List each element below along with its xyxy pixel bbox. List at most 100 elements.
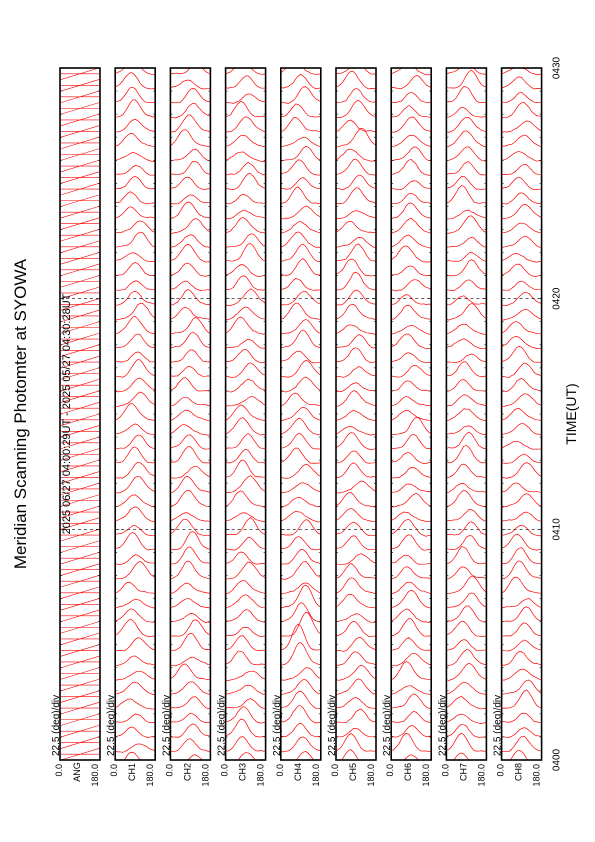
trace <box>225 718 266 738</box>
trace <box>225 736 266 752</box>
trace <box>501 192 542 205</box>
scale-label: 22.5 (deg)/div <box>272 695 283 756</box>
trace <box>280 177 321 190</box>
trace <box>391 581 432 595</box>
trace <box>336 220 376 234</box>
trace <box>170 68 211 75</box>
y-tick-top: 180.0 <box>90 764 100 787</box>
trace <box>115 333 156 349</box>
trace <box>446 146 487 162</box>
trace <box>501 712 542 723</box>
trace <box>446 295 487 306</box>
traces <box>170 68 211 760</box>
trace <box>391 618 432 637</box>
trace <box>115 713 156 723</box>
trace <box>280 705 321 724</box>
trace <box>170 87 211 104</box>
trace <box>336 426 376 436</box>
trace <box>446 713 487 725</box>
trace <box>446 663 487 681</box>
trace <box>510 749 529 760</box>
trace <box>115 351 156 363</box>
trace <box>170 194 211 205</box>
trace <box>225 135 266 147</box>
scale-label: 22.5 (deg)/div <box>51 695 62 756</box>
x-tick-label: 0400 <box>552 748 563 771</box>
trace <box>115 302 156 321</box>
trace <box>501 346 542 363</box>
x-axis-label: TIME(UT) <box>563 383 579 444</box>
trace <box>280 302 321 320</box>
trace <box>280 561 321 580</box>
trace <box>115 532 156 551</box>
trace <box>446 259 487 277</box>
y-tick-bottom: 0.0 <box>164 764 174 777</box>
trace <box>391 396 432 407</box>
trace <box>170 114 211 133</box>
trace <box>391 158 432 176</box>
trace <box>501 441 542 450</box>
trace <box>115 608 156 623</box>
chart-title: Meridian Scanning Photomter at SYOWA <box>11 258 30 569</box>
trace <box>336 271 376 291</box>
trace <box>170 243 211 263</box>
chart-subtitle: 2025 06/27 04:00:29UT - 2025 05/27 04:30… <box>61 293 73 534</box>
trace <box>446 732 487 752</box>
trace <box>280 722 321 738</box>
trace <box>170 218 211 234</box>
trace <box>225 635 266 652</box>
trace <box>391 116 432 133</box>
trace <box>336 68 376 75</box>
trace <box>391 105 432 118</box>
trace <box>336 366 376 378</box>
trace <box>280 433 321 450</box>
trace <box>391 217 432 234</box>
trace <box>446 303 487 321</box>
trace <box>115 726 156 738</box>
trace <box>336 450 376 464</box>
trace <box>170 518 211 536</box>
trace <box>446 681 487 695</box>
traces <box>115 68 156 760</box>
trace <box>501 576 542 594</box>
trace <box>446 86 487 104</box>
trace <box>280 186 321 204</box>
channel-label: CH3 <box>238 763 248 781</box>
channel-label: CH2 <box>182 763 192 781</box>
trace <box>225 594 266 609</box>
trace <box>501 524 542 537</box>
trace <box>391 134 432 148</box>
trace <box>446 338 487 350</box>
trace <box>115 670 156 681</box>
trace <box>115 434 156 450</box>
panels-group: 22.5 (deg)/div ANG 180.0 0.0 22.5 (deg)/div C… <box>51 67 543 787</box>
trace <box>225 217 266 234</box>
trace <box>336 492 376 508</box>
trace <box>391 693 432 709</box>
trace <box>280 231 321 248</box>
trace <box>280 602 321 623</box>
trace <box>391 710 432 723</box>
trace <box>336 382 376 393</box>
trace <box>170 377 211 392</box>
trace <box>280 136 321 148</box>
trace <box>225 288 266 306</box>
trace <box>501 462 542 479</box>
trace <box>336 535 376 551</box>
trace <box>391 68 432 76</box>
trace <box>225 101 266 118</box>
y-tick-bottom: 0.0 <box>275 764 285 777</box>
trace <box>115 506 156 522</box>
trace <box>115 560 156 580</box>
trace <box>123 751 141 760</box>
scale-label: 22.5 (deg)/div <box>493 695 504 756</box>
trace <box>446 566 487 580</box>
y-tick-bottom: 0.0 <box>54 764 64 777</box>
panel-ch3: 22.5 (deg)/div CH3 180.0 0.0 <box>217 67 267 787</box>
trace <box>225 561 266 580</box>
trace <box>225 396 266 407</box>
trace <box>280 690 321 709</box>
trace <box>446 279 487 292</box>
trace <box>336 733 376 752</box>
